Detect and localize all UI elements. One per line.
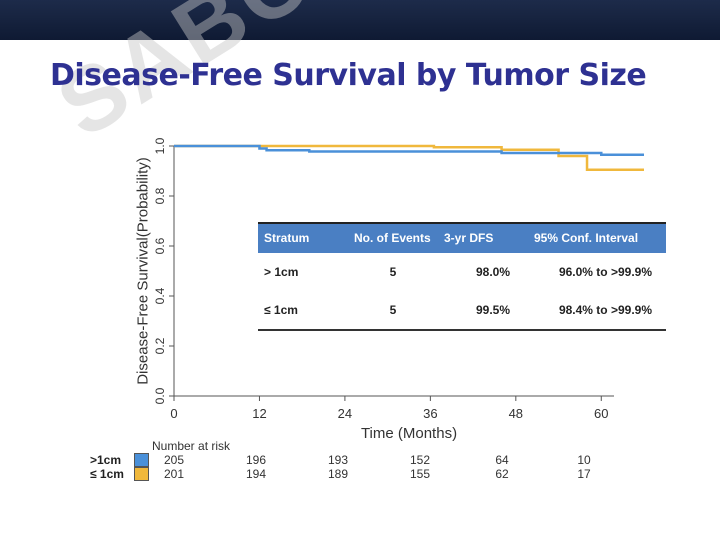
- x-axis-label: Time (Months): [361, 425, 457, 442]
- top-header-bar: [0, 0, 720, 40]
- table-header-row: Stratum No. of Events 3-yr DFS 95% Conf.…: [258, 222, 666, 253]
- table-row: ≤ 1cm 5 99.5% 98.4% to >99.9%: [258, 291, 666, 331]
- risk-row-label-gt1cm: >1cm: [90, 453, 122, 467]
- risk-row-label-le1cm: ≤ 1cm: [90, 467, 124, 481]
- risk-value: 64: [495, 453, 509, 467]
- y-tick-label: 0.4: [153, 287, 167, 304]
- table-header-events: No. of Events: [348, 222, 438, 253]
- cell-events: 5: [348, 291, 438, 331]
- x-tick-label: 60: [594, 406, 608, 421]
- cell-ci: 98.4% to >99.9%: [528, 291, 666, 331]
- cell-stratum: ≤ 1cm: [258, 291, 348, 331]
- risk-value: 152: [409, 453, 431, 467]
- x-tick-label: 0: [170, 406, 177, 421]
- y-tick-label: 0.6: [153, 237, 167, 254]
- y-tick-label: 0.8: [153, 187, 167, 204]
- risk-value: 189: [327, 467, 349, 481]
- cell-events: 5: [389, 265, 397, 279]
- risk-color-swatch-le1cm: [134, 467, 149, 481]
- survival-curve-gt1cm: [174, 144, 644, 156]
- y-tick-label: 0.2: [153, 337, 167, 354]
- risk-value: 17: [577, 467, 591, 481]
- risk-table-title: Number at risk: [152, 439, 231, 453]
- cell-ci: 96.0% to >99.9%: [558, 265, 652, 279]
- x-tick-label: 48: [509, 406, 523, 421]
- table-header-dfs: 3-yr DFS: [438, 222, 528, 253]
- cell-dfs: 99.5%: [438, 291, 528, 331]
- risk-value: 193: [327, 453, 349, 467]
- risk-value: 155: [409, 467, 431, 481]
- risk-value: 201: [163, 467, 185, 481]
- x-tick-label: 36: [423, 406, 437, 421]
- risk-value: 10: [577, 453, 591, 467]
- survival-curve-le1cm: [174, 144, 644, 171]
- cell-dfs: 98.0%: [475, 265, 510, 279]
- cell-stratum: > 1cm: [264, 265, 299, 279]
- x-tick-label: 24: [338, 406, 352, 421]
- table-header-stratum: Stratum: [258, 222, 348, 253]
- slide-title: Disease-Free Survival by Tumor Size: [50, 58, 647, 93]
- dfs-summary-table: Stratum No. of Events 3-yr DFS 95% Conf.…: [258, 222, 666, 331]
- risk-value: 62: [495, 467, 509, 481]
- x-tick-label: 12: [252, 406, 266, 421]
- table-row: > 1cm 5 98.0% 96.0% to >99.9%: [258, 253, 666, 291]
- risk-value: 194: [245, 467, 267, 481]
- risk-color-swatch-gt1cm: [134, 453, 149, 467]
- y-axis-label: Disease-Free Survival(Probability): [135, 157, 152, 385]
- y-tick-label: 0.0: [153, 387, 167, 404]
- risk-value: 205: [163, 453, 185, 467]
- table-header-ci: 95% Conf. Interval: [528, 222, 666, 253]
- y-tick-label: 1.0: [153, 137, 167, 154]
- risk-value: 196: [245, 453, 267, 467]
